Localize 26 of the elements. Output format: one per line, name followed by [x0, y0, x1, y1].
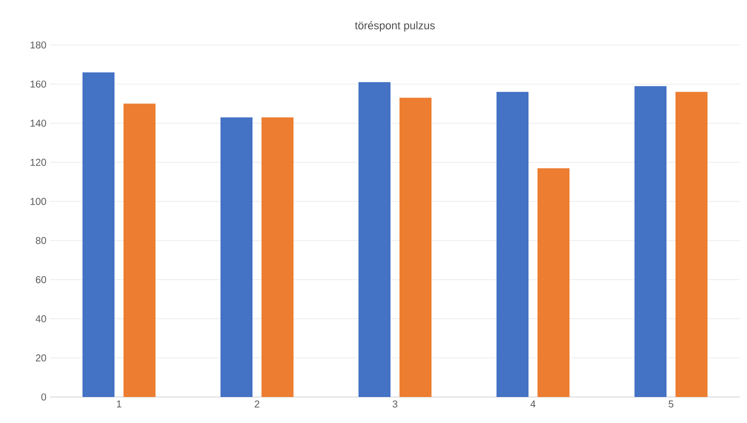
bar [358, 82, 391, 397]
y-tick-label: 60 [36, 276, 46, 284]
bar [496, 92, 529, 397]
x-tick-label: 5 [668, 400, 674, 408]
bar [124, 104, 156, 397]
x-tick-label: 3 [392, 400, 398, 408]
bar [262, 117, 294, 397]
bar [220, 117, 252, 397]
x-tick-label: 1 [116, 400, 122, 408]
y-tick-label: 0 [41, 393, 46, 401]
y-tick-label: 40 [36, 315, 46, 322]
y-tick-label: 120 [30, 158, 46, 166]
y-tick-label: 140 [30, 120, 46, 127]
x-tick-label: 4 [530, 400, 536, 408]
bar [400, 98, 432, 397]
y-tick-label: 160 [30, 80, 46, 88]
bar [676, 92, 708, 397]
chart-title: töréspont pulzus [354, 21, 435, 32]
y-tick-label: 20 [36, 354, 46, 362]
x-tick-label: 2 [254, 400, 260, 408]
bar [634, 86, 667, 397]
y-tick-label: 180 [30, 41, 46, 49]
y-tick-label: 100 [30, 198, 46, 205]
bar [82, 72, 114, 397]
y-tick-label: 80 [36, 237, 46, 244]
bar [538, 168, 570, 397]
